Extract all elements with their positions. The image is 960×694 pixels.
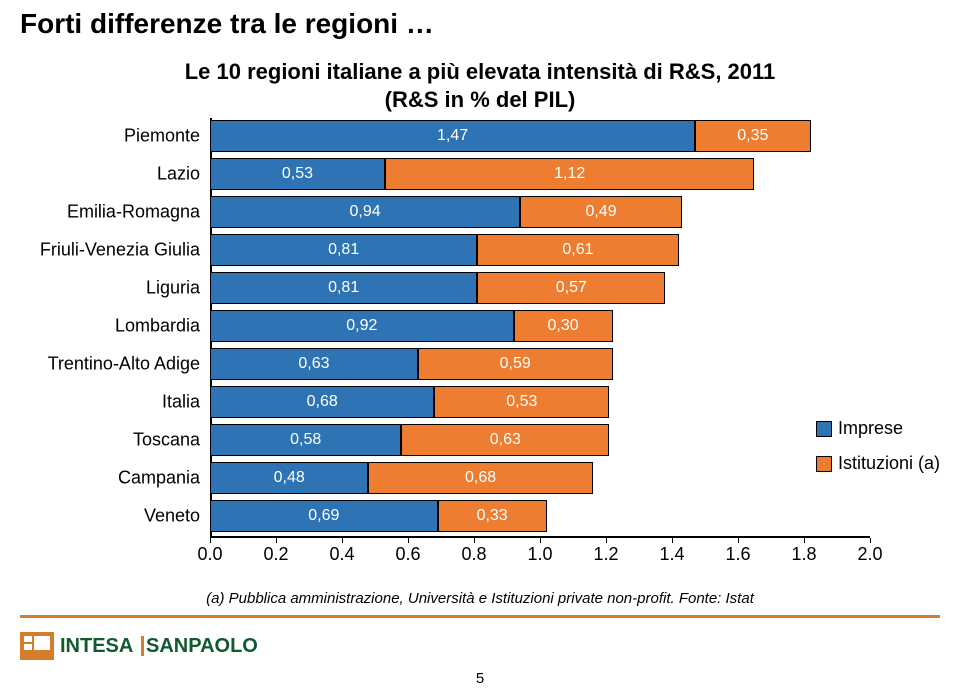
category-label: Toscana [20, 430, 200, 451]
x-tick [870, 538, 871, 543]
footer-logo: INTESA SANPAOLO [20, 626, 300, 666]
bar-segment: 0,63 [210, 348, 418, 380]
x-tick-label: 1.6 [725, 544, 750, 565]
bar-segment: 0,53 [210, 158, 385, 190]
svg-text:INTESA: INTESA [60, 635, 133, 657]
bar-segment: 0,48 [210, 462, 368, 494]
category-label: Liguria [20, 278, 200, 299]
bar-segment: 0,68 [210, 386, 434, 418]
bar-segment: 0,94 [210, 196, 520, 228]
bar-segment: 0,57 [477, 272, 665, 304]
category-label: Italia [20, 392, 200, 413]
bar-segment: 0,68 [368, 462, 592, 494]
chart-row: Piemonte 1,470,35 [20, 120, 880, 152]
footer-divider [20, 615, 940, 618]
x-tick-label: 0.6 [395, 544, 420, 565]
intesa-sanpaolo-logo-icon: INTESA SANPAOLO [20, 626, 300, 666]
bar-segment: 0,81 [210, 234, 477, 266]
category-label: Veneto [20, 506, 200, 527]
chart-row: Veneto 0,690,33 [20, 500, 880, 532]
category-label: Campania [20, 468, 200, 489]
x-tick-label: 0.0 [197, 544, 222, 565]
bar-segment: 1,47 [210, 120, 695, 152]
x-tick-label: 2.0 [857, 544, 882, 565]
chart-row: Trentino-Alto Adige 0,630,59 [20, 348, 880, 380]
chart-row: Campania 0,480,68 [20, 462, 880, 494]
x-tick-label: 1.2 [593, 544, 618, 565]
bar-segment: 0,49 [520, 196, 682, 228]
chart-row: Liguria 0,810,57 [20, 272, 880, 304]
category-label: Friuli-Venezia Giulia [20, 240, 200, 261]
bar-segment: 0,63 [401, 424, 609, 456]
page-number: 5 [0, 670, 960, 687]
category-label: Lombardia [20, 316, 200, 337]
bar-segment: 0,30 [514, 310, 613, 342]
bar-segment: 0,33 [438, 500, 547, 532]
bar-segment: 0,59 [418, 348, 613, 380]
x-tick-label: 1.4 [659, 544, 684, 565]
category-label: Trentino-Alto Adige [20, 354, 200, 375]
chart-subtitle: Le 10 regioni italiane a più elevata int… [0, 58, 960, 113]
category-label: Piemonte [20, 126, 200, 147]
chart: 0.00.20.40.60.81.01.21.41.61.82.0 Impres… [20, 118, 880, 578]
bar-segment: 0,53 [434, 386, 609, 418]
category-label: Emilia-Romagna [20, 202, 200, 223]
bar-segment: 1,12 [385, 158, 755, 190]
chart-footnote: (a) Pubblica amministrazione, Università… [0, 590, 960, 607]
subtitle-line1: Le 10 regioni italiane a più elevata int… [185, 59, 776, 84]
x-axis-labels: 0.00.20.40.60.81.01.21.41.61.82.0 [210, 540, 870, 564]
x-tick-label: 0.4 [329, 544, 354, 565]
chart-row: Lombardia 0,920,30 [20, 310, 880, 342]
category-label: Lazio [20, 164, 200, 185]
x-tick-label: 0.8 [461, 544, 486, 565]
subtitle-line2: (R&S in % del PIL) [385, 87, 576, 112]
bar-segment: 0,81 [210, 272, 477, 304]
bar-segment: 0,92 [210, 310, 514, 342]
chart-row: Lazio 0,531,12 [20, 158, 880, 190]
bar-segment: 0,69 [210, 500, 438, 532]
bar-segment: 0,61 [477, 234, 678, 266]
chart-row: Italia 0,680,53 [20, 386, 880, 418]
chart-row: Toscana 0,580,63 [20, 424, 880, 456]
svg-text:SANPAOLO: SANPAOLO [146, 635, 258, 657]
x-tick-label: 0.2 [263, 544, 288, 565]
bar-segment: 0,58 [210, 424, 401, 456]
chart-row: Emilia-Romagna 0,940,49 [20, 196, 880, 228]
x-tick-label: 1.0 [527, 544, 552, 565]
bar-segment: 0,35 [695, 120, 811, 152]
x-tick-label: 1.8 [791, 544, 816, 565]
chart-row: Friuli-Venezia Giulia 0,810,61 [20, 234, 880, 266]
page-title: Forti differenze tra le regioni … [20, 8, 434, 40]
